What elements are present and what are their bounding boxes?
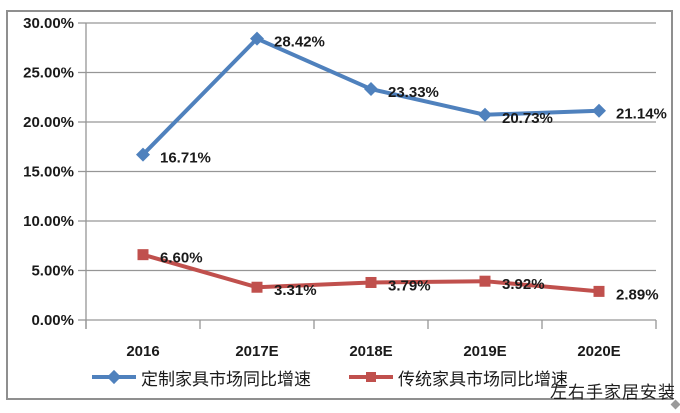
legend-item-traditional-furniture-series: 传统家具市场同比增速	[349, 365, 568, 390]
data-point-label: 3.92%	[502, 276, 545, 293]
y-axis-tick-label: 0.00%	[31, 312, 74, 329]
series-line	[141, 36, 600, 156]
y-axis-tick-label: 30.00%	[23, 15, 74, 32]
data-point-label: 2.89%	[616, 286, 659, 303]
y-axis-tick-label: 10.00%	[23, 213, 74, 230]
data-point-marker-diamond	[592, 103, 606, 118]
red-square-line-legend-icon	[349, 367, 393, 387]
data-point-marker-square	[365, 276, 377, 288]
legend-item-custom-furniture-series: 定制家具市场同比增速	[92, 365, 311, 390]
data-point-marker-diamond	[364, 82, 378, 97]
chart-legend: 定制家具市场同比增速 传统家具市场同比增速	[92, 365, 568, 389]
y-axis-tick-label: 15.00%	[23, 164, 74, 181]
data-point-label: 6.60%	[160, 250, 203, 267]
data-point-marker-square	[251, 281, 263, 293]
data-point-marker-diamond	[136, 147, 150, 162]
y-axis-tick-label: 20.00%	[23, 114, 74, 131]
x-axis-category-label: 2018E	[349, 343, 392, 360]
watermark-text: 左右手家居安装	[550, 383, 676, 402]
data-point-label: 16.71%	[160, 150, 211, 167]
y-axis-tick-label: 25.00%	[23, 65, 74, 82]
data-point-label: 3.79%	[388, 277, 431, 294]
data-point-marker-square	[593, 285, 605, 297]
x-axis-category-label: 2016	[126, 343, 159, 360]
x-axis-category-label: 2019E	[463, 343, 506, 360]
data-point-marker-diamond	[250, 31, 264, 46]
data-point-label: 23.33%	[388, 84, 439, 101]
data-point-label: 20.73%	[502, 110, 553, 127]
x-axis-category-label: 2020E	[577, 343, 620, 360]
data-point-label: 21.14%	[616, 106, 667, 123]
y-axis-tick-label: 5.00%	[31, 263, 74, 280]
x-axis-category-label: 2017E	[235, 343, 278, 360]
data-point-marker-square	[137, 249, 149, 261]
legend-label-custom-furniture: 定制家具市场同比增速	[141, 369, 311, 389]
data-point-label: 3.31%	[274, 282, 317, 299]
legend-label-traditional-furniture: 传统家具市场同比增速	[398, 369, 568, 389]
data-point-label: 28.42%	[274, 34, 325, 51]
blue-diamond-line-legend-icon	[92, 367, 136, 387]
data-point-marker-diamond	[478, 107, 492, 122]
data-point-marker-square	[479, 275, 491, 287]
